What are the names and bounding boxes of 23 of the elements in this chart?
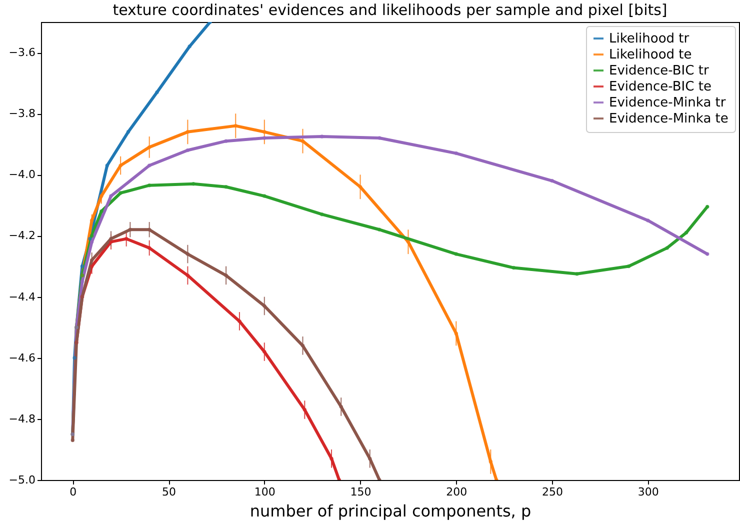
x-tick-label: 50	[162, 486, 176, 498]
y-tick-label: −4.0	[8, 168, 36, 182]
y-tick-label: −4.6	[8, 351, 36, 364]
y-tick-label: −4.2	[8, 229, 36, 242]
y-tick-label: −4.4	[8, 290, 36, 304]
legend-label: Likelihood te	[609, 48, 692, 62]
x-tick-label: 250	[542, 486, 564, 498]
y-tick-label: −5.0	[8, 474, 36, 486]
legend-label: Evidence-BIC te	[609, 80, 712, 94]
y-tick-label: −3.8	[8, 107, 36, 120]
legend-label: Evidence-BIC tr	[609, 64, 710, 78]
x-tick-label: 300	[638, 486, 659, 498]
legend-label: Evidence-Minka te	[609, 112, 728, 126]
x-tick-label: 100	[254, 486, 276, 498]
x-tick-label: 200	[446, 486, 468, 498]
y-tick-label: −3.6	[8, 46, 36, 60]
legend-label: Evidence-Minka tr	[609, 96, 726, 110]
x-tick-label: 150	[350, 486, 372, 498]
y-tick-label: −4.8	[8, 412, 36, 426]
chart-title: texture coordinates' evidences and likelihoods per sample and pixel [bits]	[112, 1, 668, 19]
legend-label: Likelihood tr	[609, 32, 690, 46]
x-tick-label: 0	[70, 486, 77, 498]
x-axis-title: number of principal components, p	[250, 502, 532, 520]
